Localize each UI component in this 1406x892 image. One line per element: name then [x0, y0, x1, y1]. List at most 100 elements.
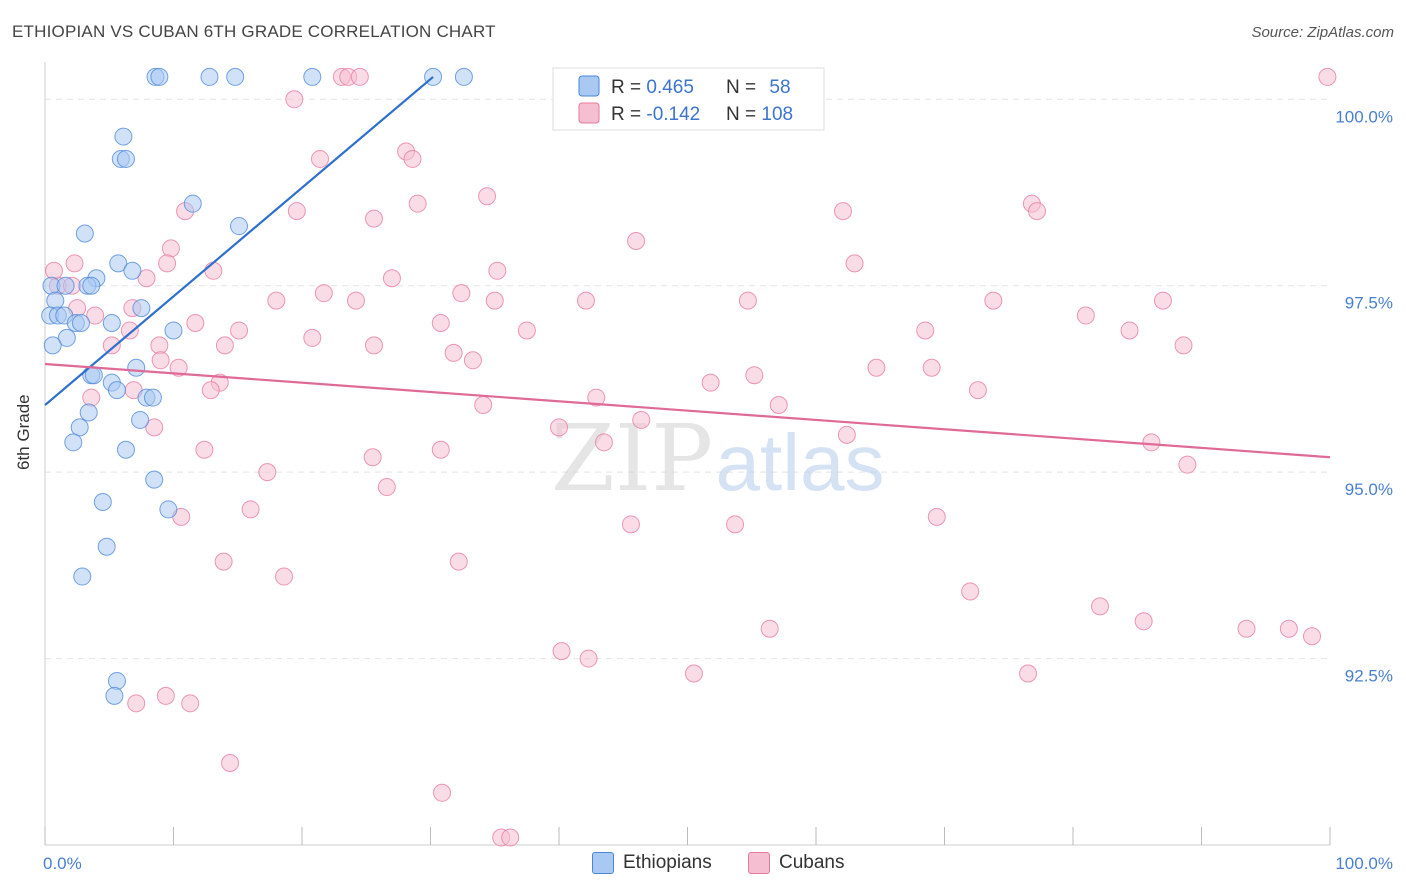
cubans-point	[922, 358, 941, 377]
trend-lines	[44, 76, 1331, 459]
ethiopians-point	[105, 686, 124, 705]
cubans-point	[408, 194, 427, 213]
cubans-point	[433, 783, 452, 802]
cubans-point	[984, 291, 1003, 310]
ethiopians-point	[131, 410, 150, 429]
cubans-point	[364, 336, 383, 355]
ethiopians-point	[116, 149, 135, 168]
watermark: ZIP atlas	[551, 405, 885, 512]
ethiopians-point	[454, 67, 473, 86]
cubans-point	[195, 440, 214, 459]
ethiopians-point	[143, 388, 162, 407]
ethiopians-point	[123, 261, 142, 280]
cubans-point	[579, 649, 598, 668]
cubans-point	[241, 500, 260, 519]
legend-n-label: N =	[726, 77, 761, 98]
cubans-point	[594, 433, 613, 452]
ethiopians-point	[116, 440, 135, 459]
y-tick-label: 100.0%	[1335, 107, 1393, 126]
cubans-point	[485, 291, 504, 310]
cubans-point	[382, 269, 401, 288]
cubans-point	[769, 396, 788, 415]
legend-r-value: 0.465	[646, 77, 694, 98]
cubans-point	[478, 187, 497, 206]
cubans-point	[968, 381, 987, 400]
legend-r-label: R =	[611, 77, 646, 98]
ethiopians-point	[226, 67, 245, 86]
cubans-point	[186, 314, 205, 332]
cubans-point	[145, 418, 164, 437]
cubans-point	[1237, 619, 1256, 638]
cubans-point	[314, 284, 333, 303]
cubans-point	[214, 552, 233, 571]
ethiopians-point	[97, 537, 116, 556]
cubans-point	[1134, 612, 1153, 631]
ethiopians-point	[183, 194, 202, 213]
svg-text:N = 108: N = 108	[726, 104, 793, 125]
cubans-point	[403, 149, 422, 168]
cubans-points	[44, 67, 1337, 847]
tick-labels: 100.0% 97.5% 95.0% 92.5% 0.0% 100.0%	[43, 107, 1393, 873]
cubans-point	[488, 261, 507, 280]
legend-swatch-ethiopians	[592, 852, 614, 874]
axes	[44, 62, 1331, 846]
legend-r-label: R =	[611, 104, 646, 125]
cubans-point	[1120, 321, 1139, 340]
ethiopians-point	[107, 671, 126, 690]
legend-item-ethiopians: Ethiopians	[592, 852, 712, 874]
ethiopians-point	[57, 328, 76, 347]
ethiopians-trend-line	[44, 76, 434, 406]
svg-text:R = 0.465: R = 0.465	[611, 77, 694, 98]
cubans-point	[845, 254, 864, 273]
cubans-point	[127, 694, 146, 713]
ethiopians-point	[200, 67, 219, 86]
ethiopians-point	[93, 492, 112, 511]
watermark-atlas: atlas	[716, 418, 885, 507]
cubans-point	[621, 515, 640, 534]
ethiopians-point	[75, 224, 94, 243]
chart-source: Source: ZipAtlas.com	[1251, 24, 1394, 41]
cubans-point	[181, 694, 200, 713]
cubans-point	[120, 321, 139, 340]
correlation-legend: R = 0.465 N = 58 R = -0.142 N = 108	[552, 67, 825, 131]
cubans-point	[701, 373, 720, 392]
svg-text:N = 58: N = 58	[726, 77, 791, 98]
ethiopians-point	[150, 67, 169, 86]
cubans-point	[204, 261, 223, 280]
legend-n-value: 108	[761, 104, 793, 125]
cubans-point	[158, 254, 177, 273]
cubans-point	[726, 515, 745, 534]
ethiopians-point	[132, 299, 151, 318]
ethiopians-point	[102, 314, 121, 332]
cubans-point	[501, 828, 520, 847]
ethiopians-point	[56, 276, 75, 295]
cubans-point	[161, 239, 180, 258]
ethiopians-point	[73, 567, 92, 586]
cubans-point	[431, 314, 450, 332]
watermark-zip: ZIP	[551, 405, 713, 512]
ethiopians-point	[164, 321, 183, 340]
cubans-point	[267, 291, 286, 310]
cubans-point	[833, 202, 852, 221]
ethiopians-point	[71, 314, 90, 332]
cubans-point	[517, 321, 536, 340]
svg-text:R = -0.142: R = -0.142	[611, 104, 700, 125]
cubans-point	[230, 321, 249, 340]
cubans-point	[576, 291, 595, 310]
cubans-point	[86, 306, 105, 325]
cubans-point	[961, 582, 980, 601]
cubans-point	[745, 366, 764, 385]
ethiopians-point	[159, 500, 178, 519]
cubans-point	[102, 336, 121, 355]
cubans-trend-line	[44, 362, 1331, 459]
x-tick-label: 100.0%	[1335, 854, 1393, 873]
legend-swatch-ethiopians	[578, 75, 600, 97]
cubans-point	[65, 254, 84, 273]
legend-item-cubans: Cubans	[748, 852, 845, 874]
ethiopians-point	[114, 127, 133, 146]
x-tick-label: 0.0%	[43, 854, 82, 873]
cubans-point	[346, 291, 365, 310]
cubans-point	[550, 418, 568, 437]
cubans-point	[287, 202, 306, 221]
